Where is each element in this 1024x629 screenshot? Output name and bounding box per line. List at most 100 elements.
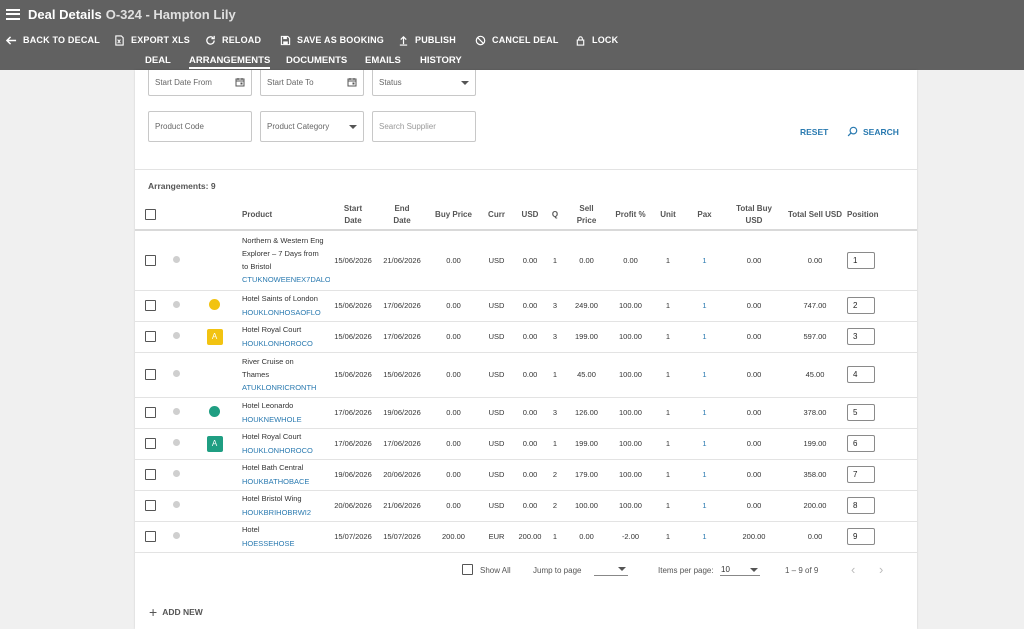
product-code-input[interactable]: Product Code <box>148 111 252 142</box>
position-input[interactable]: 4 <box>847 366 875 383</box>
calendar-icon[interactable] <box>235 77 245 89</box>
reset-button[interactable]: RESET <box>800 127 829 137</box>
row-checkbox[interactable] <box>144 500 156 511</box>
product-code-link[interactable]: HOUKBATHOBACE <box>242 476 310 486</box>
position-input[interactable]: 2 <box>847 297 875 314</box>
position-input[interactable]: 9 <box>847 528 875 545</box>
product-code-link[interactable]: HOUKBRIHOBRWI2 <box>242 507 312 517</box>
row-checkbox[interactable] <box>144 254 156 266</box>
col-total-sell[interactable]: Total Sell USD <box>783 200 847 231</box>
product-code-link[interactable]: HOUKNEWHOLE <box>242 414 302 424</box>
table-row[interactable]: A Hotel Royal Court HOUKLONHOROCO 15/06/202… <box>135 321 917 353</box>
position-input[interactable]: 5 <box>847 404 875 421</box>
chevron-left-icon[interactable]: ‹ <box>851 562 856 577</box>
position-input[interactable]: 7 <box>847 466 875 483</box>
position-input[interactable]: 1 <box>847 251 875 269</box>
table-row[interactable]: River Cruise on Thames ATUKLONRICRONTH 15/0… <box>135 352 917 398</box>
end-date-cell: 15/06/2026 <box>376 352 428 398</box>
table-row[interactable]: Hotel Bristol Wing HOUKBRIHOBRWI2 20/06/20… <box>135 490 917 522</box>
product-name: Hotel Bristol Wing <box>242 494 302 504</box>
buy-price-cell: 0.00 <box>428 428 479 460</box>
tab-emails[interactable]: EMAILS <box>365 55 401 66</box>
calendar-icon[interactable] <box>347 77 357 89</box>
pax-link[interactable]: 1 <box>684 321 725 353</box>
sell-price-cell: 179.00 <box>564 459 609 491</box>
product-category-select[interactable]: Product Category <box>260 111 364 142</box>
row-checkbox[interactable] <box>144 469 156 480</box>
product-code-link[interactable]: HOESSEHOSE <box>242 538 295 548</box>
col-usd[interactable]: USD <box>514 200 546 231</box>
pax-link[interactable]: 1 <box>684 490 725 522</box>
cancel-deal-button[interactable]: CANCEL DEAL <box>474 28 559 52</box>
reload-button[interactable]: RELOAD <box>204 28 261 52</box>
col-pax[interactable]: Pax <box>684 200 725 231</box>
table-row[interactable]: Hotel Bath Central HOUKBATHOBACE 19/06/202… <box>135 459 917 491</box>
product-code-link[interactable]: HOUKLONHOROCO <box>242 338 313 348</box>
jump-to-page-select[interactable] <box>594 564 628 576</box>
position-input[interactable]: 3 <box>847 328 875 345</box>
publish-button[interactable]: PUBLISH <box>397 28 456 52</box>
product-code-link[interactable]: HOUKLONHOSAOFLO <box>242 307 321 317</box>
table-row[interactable]: Hotel Leonardo HOUKNEWHOLE 17/06/2026 19/06… <box>135 397 917 429</box>
tab-deal[interactable]: DEAL <box>145 55 171 66</box>
menu-icon[interactable] <box>6 8 20 20</box>
pax-link[interactable]: 1 <box>684 428 725 460</box>
pax-link[interactable]: 1 <box>684 459 725 491</box>
row-checkbox[interactable] <box>144 300 156 311</box>
col-product[interactable]: Product <box>242 200 330 231</box>
unit-cell: 1 <box>652 321 684 353</box>
col-curr[interactable]: Curr <box>479 200 514 231</box>
total-sell-cell: 358.00 <box>783 459 847 491</box>
items-per-page-label: Items per page: <box>658 566 714 575</box>
pax-link[interactable]: 1 <box>684 521 725 553</box>
table-row[interactable]: Hotel HOESSEHOSE 15/07/2026 15/07/2026 200.0… <box>135 521 917 553</box>
start-date-cell: 15/07/2026 <box>330 521 376 553</box>
start-date-to-field[interactable]: Start Date To <box>260 70 364 96</box>
pax-link[interactable]: 1 <box>684 397 725 429</box>
product-code-link[interactable]: CTUKNOWEENEX7DALO <box>242 275 330 285</box>
table-row[interactable]: Hotel Saints of London HOUKLONHOSAOFLO 15/… <box>135 290 917 322</box>
pax-link[interactable]: 1 <box>684 290 725 322</box>
product-code-link[interactable]: HOUKLONHOROCO <box>242 445 313 455</box>
col-position[interactable]: Position <box>847 200 917 231</box>
pax-link[interactable]: 1 <box>684 352 725 398</box>
add-new-button[interactable]: + ADD NEW <box>149 604 203 620</box>
lock-button[interactable]: LOCK <box>574 28 618 52</box>
row-checkbox[interactable] <box>144 531 156 542</box>
search-button[interactable]: SEARCH <box>847 126 899 137</box>
position-input[interactable]: 6 <box>847 435 875 452</box>
select-all-checkbox[interactable] <box>144 208 156 220</box>
row-checkbox[interactable] <box>144 407 156 418</box>
col-unit[interactable]: Unit <box>652 200 684 231</box>
tab-history[interactable]: HISTORY <box>420 55 462 66</box>
tab-arrangements[interactable]: ARRANGEMENTS <box>189 55 271 69</box>
page-range: 1 – 9 of 9 <box>785 566 819 575</box>
col-start-date[interactable]: Start Date <box>330 200 376 231</box>
col-profit[interactable]: Profit % <box>609 200 652 231</box>
items-per-page-select[interactable]: 10 <box>720 564 760 576</box>
back-to-deals-button[interactable]: BACK TO DECAL <box>5 28 100 52</box>
col-sell-price[interactable]: Sell Price <box>564 200 609 231</box>
product-name: Hotel Royal Court <box>242 325 302 335</box>
row-checkbox[interactable] <box>144 369 156 380</box>
show-all-checkbox[interactable] <box>462 564 473 575</box>
save-as-booking-button[interactable]: SAVE AS BOOKING <box>279 28 384 52</box>
col-end-date[interactable]: End Date <box>376 200 428 231</box>
col-total-buy[interactable]: Total Buy USD <box>725 200 783 231</box>
col-buy-price[interactable]: Buy Price <box>428 200 479 231</box>
status-select[interactable]: Status <box>372 70 476 96</box>
col-q[interactable]: Q <box>546 200 564 231</box>
export-xls-button[interactable]: EXPORT XLS <box>113 28 190 52</box>
position-input[interactable]: 8 <box>847 497 875 514</box>
pax-link[interactable]: 1 <box>684 230 725 291</box>
row-checkbox[interactable] <box>144 438 156 449</box>
start-date-from-field[interactable]: Start Date From <box>148 70 252 96</box>
chevron-right-icon[interactable]: › <box>879 562 884 577</box>
table-row[interactable]: A Hotel Royal Court HOUKLONHOROCO 17/06/202… <box>135 428 917 460</box>
product-code-link[interactable]: ATUKLONRICRONTH <box>242 383 317 393</box>
table-row[interactable]: Northern & Western Eng Explorer – 7 Days … <box>135 230 917 291</box>
search-supplier-input[interactable]: Search Supplier <box>372 111 476 142</box>
tab-documents[interactable]: DOCUMENTS <box>286 55 348 66</box>
row-checkbox[interactable] <box>144 331 156 342</box>
usd-cell: 0.00 <box>514 321 546 353</box>
